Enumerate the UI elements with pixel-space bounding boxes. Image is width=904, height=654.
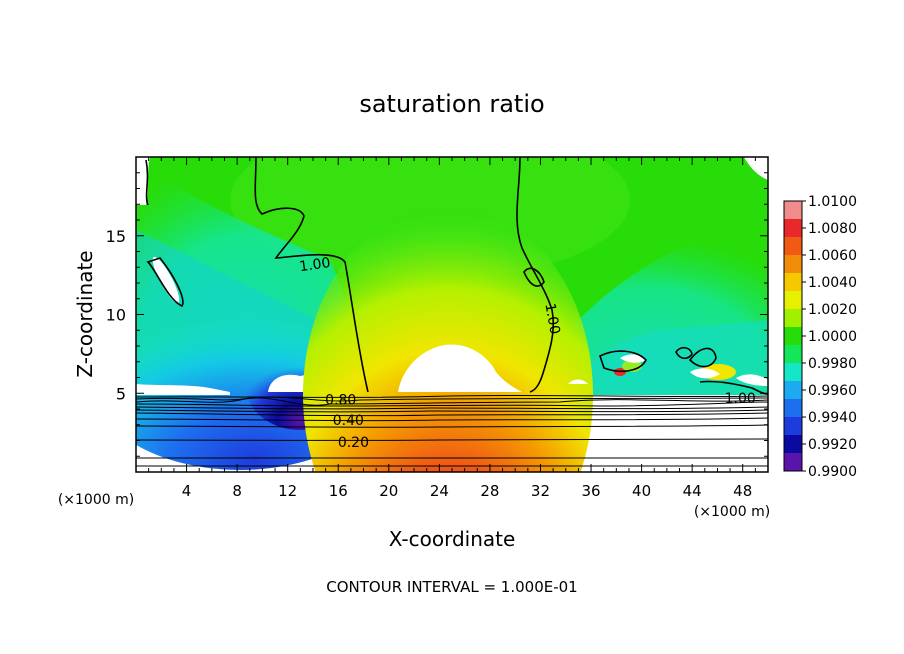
contour-label: 0.80 [325, 393, 356, 409]
colorbar-swatch [784, 453, 802, 472]
x-tick-label: 48 [733, 482, 752, 500]
colorbar-label: 1.0000 [808, 329, 857, 345]
colorbar-swatch [784, 255, 802, 274]
colorbar-label: 1.0020 [808, 302, 857, 318]
y-axis: 5 10 15 [106, 172, 768, 457]
y-tick-label: 5 [116, 384, 126, 403]
x-tick-label: 44 [683, 482, 702, 500]
colorbar-swatch [784, 417, 802, 436]
contour-label: 0.40 [333, 413, 364, 429]
colorbar-label: 0.9980 [808, 356, 857, 372]
colorbar-swatch [784, 435, 802, 454]
x-tick-label: 36 [581, 482, 600, 500]
contour-labels: 1.00 1.00 1.00 0.80 0.40 0.20 [298, 255, 755, 451]
colorbar-label: 1.0080 [808, 221, 857, 237]
colorbar-label: 0.9920 [808, 437, 857, 453]
colorbar-swatch [784, 291, 802, 310]
colorbar-swatch [784, 345, 802, 364]
contour-label: 0.20 [338, 435, 369, 451]
colorbar-swatch [784, 399, 802, 418]
plot-area [136, 157, 768, 472]
y-axis-label: Z-coordinate [73, 250, 97, 377]
colorbar-swatch [784, 219, 802, 238]
colorbar-swatch [784, 381, 802, 400]
contour-label: 1.00 [541, 302, 562, 335]
x-tick-label: 12 [278, 482, 297, 500]
x-tick-label: 40 [632, 482, 651, 500]
colorbar-label: 0.9940 [808, 410, 857, 426]
chart-title: saturation ratio [359, 90, 544, 118]
colorbar-swatch [784, 309, 802, 328]
x-tick-label: 4 [182, 482, 192, 500]
colorbar-swatch [784, 237, 802, 256]
x-tick-label: 8 [232, 482, 242, 500]
colorbar-label: 0.9900 [808, 464, 857, 480]
x-tick-label: 20 [379, 482, 398, 500]
colorbar-swatch [784, 327, 802, 346]
y-tick-label: 10 [106, 306, 126, 325]
contour-label: 1.00 [725, 391, 756, 407]
colorbar-swatch [784, 201, 802, 220]
colorbar-label: 1.0040 [808, 275, 857, 291]
colorbar: 1.0100 1.0080 1.0060 1.0040 1.0020 1.0000 0.99… [783, 194, 857, 480]
colorbar-label: 1.0100 [808, 194, 857, 210]
contour-label: 1.00 [298, 255, 331, 275]
x-tick-label: 16 [329, 482, 348, 500]
x-tick-label: 24 [430, 482, 449, 500]
colorbar-swatch [784, 363, 802, 382]
colorbar-swatch [784, 273, 802, 292]
y-tick-label: 15 [106, 227, 126, 246]
x-unit-left: (×1000 m) [58, 492, 134, 508]
x-tick-label: 32 [531, 482, 550, 500]
x-axis: 4 8 12 16 20 24 28 32 36 40 44 48 [148, 157, 756, 500]
x-tick-label: 28 [480, 482, 499, 500]
colorbar-label: 0.9960 [808, 383, 857, 399]
x-unit-right: (×1000 m) [694, 504, 770, 520]
x-axis-label: X-coordinate [389, 527, 516, 551]
contour-interval-note: CONTOUR INTERVAL = 1.000E-01 [326, 578, 577, 596]
colorbar-label: 1.0060 [808, 248, 857, 264]
